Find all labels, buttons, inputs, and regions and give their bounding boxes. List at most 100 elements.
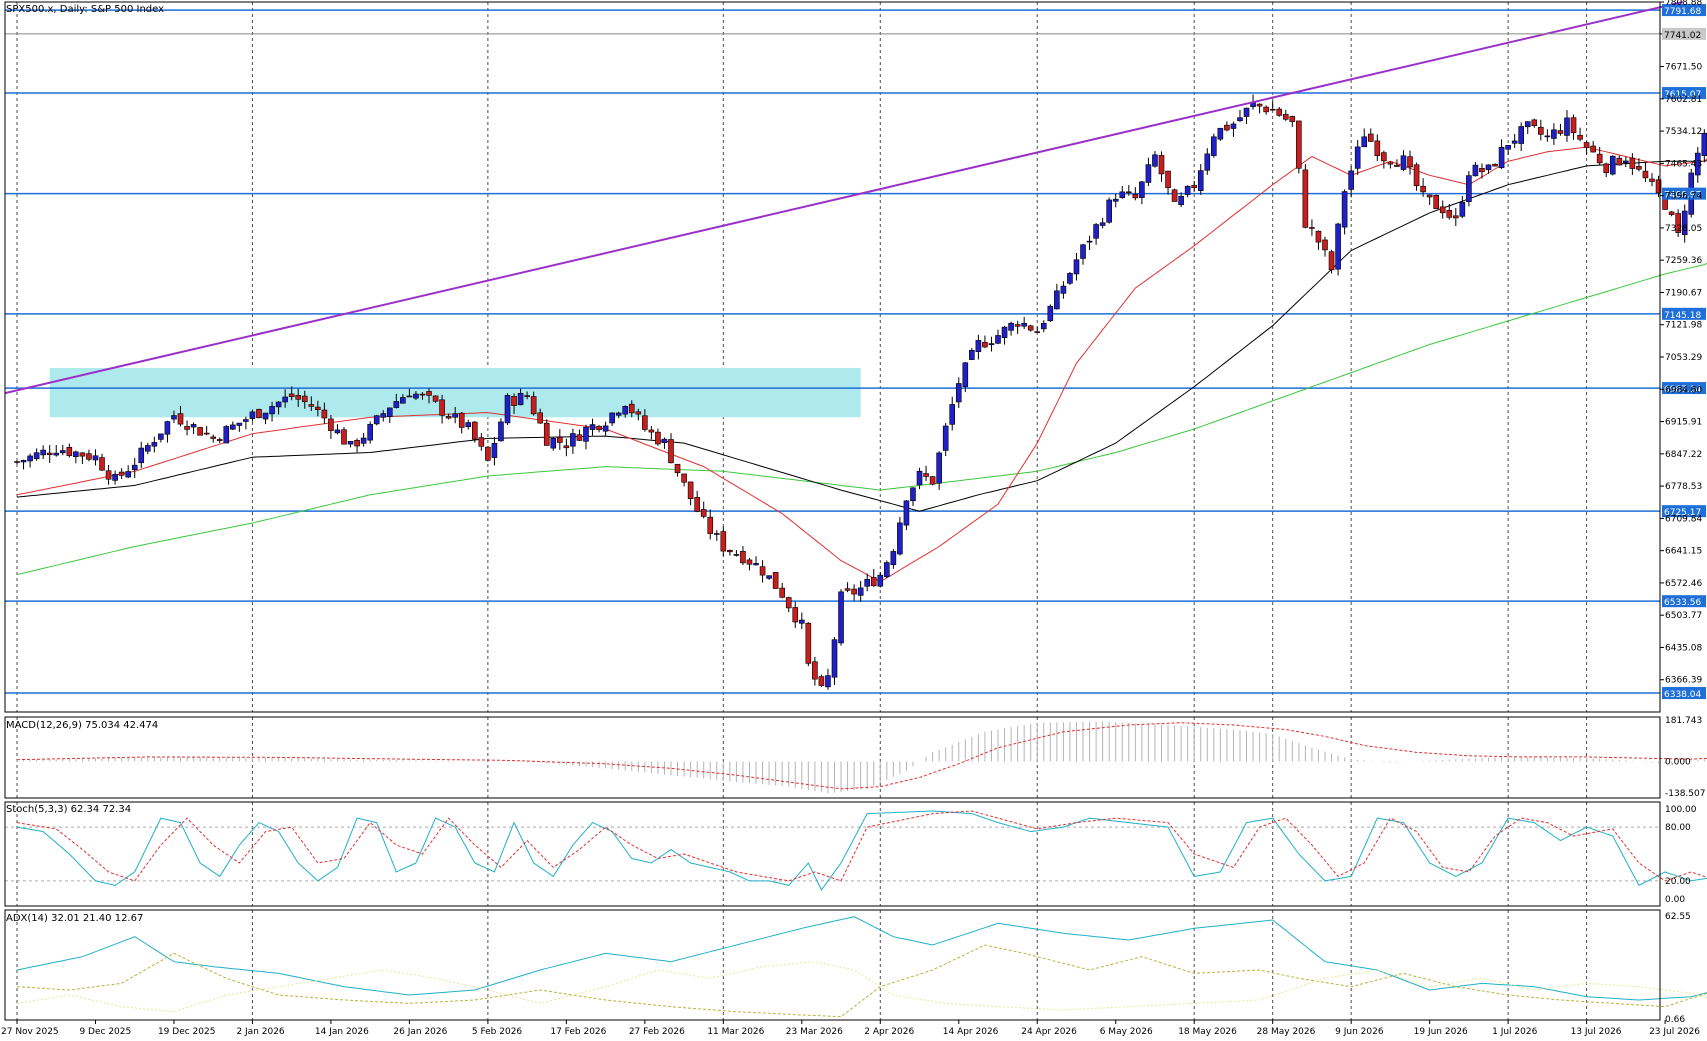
candle-body: [1021, 323, 1027, 327]
date-label: 9 Jun 2026: [1335, 1027, 1384, 1037]
level-price-tag: [1662, 187, 1706, 200]
candle-body: [308, 404, 315, 407]
adx-minus-di-line: [16, 961, 1707, 1013]
candle-body: [1616, 157, 1623, 166]
candle-body: [426, 391, 432, 396]
candle-body: [1067, 273, 1073, 284]
candle-body: [1511, 140, 1518, 144]
candle-body: [334, 429, 341, 434]
candle-body: [635, 411, 642, 415]
date-label: 26 Jan 2026: [393, 1027, 447, 1037]
ma-green-line: [16, 262, 1707, 576]
candle-body: [301, 395, 308, 403]
candle-body: [328, 418, 334, 431]
candle-body: [504, 395, 511, 424]
candle-body: [537, 412, 544, 424]
candle-body: [145, 445, 151, 452]
level-price-tag: [1662, 687, 1706, 700]
candle-body: [190, 424, 197, 428]
candle-body: [1230, 123, 1237, 129]
candle-body: [831, 639, 838, 678]
candle-body: [1178, 195, 1184, 205]
candle-body: [1681, 210, 1688, 236]
candle-body: [33, 452, 40, 460]
date-label: 17 Feb 2026: [550, 1027, 606, 1037]
last-price-tag: [1662, 27, 1706, 40]
candle-body: [792, 607, 799, 623]
price-tick-label: 6915.91: [1665, 418, 1702, 428]
candle-body: [1126, 191, 1132, 194]
candle-body: [825, 675, 831, 688]
candle-body: [223, 426, 230, 444]
price-tick-label: 7602.81: [1665, 95, 1702, 105]
candle-body: [720, 531, 727, 552]
candle-body: [275, 401, 282, 408]
candle-body: [897, 522, 903, 555]
candle-body: [321, 409, 328, 419]
date-label: 1 Jul 2026: [1492, 1027, 1537, 1037]
candle-body: [615, 412, 622, 416]
macd-pane: MACD(12,26,9) 75.034 42.474 181.743 0.000…: [6, 716, 1707, 799]
candle-body: [498, 421, 504, 442]
candle-body: [1361, 136, 1368, 148]
candle-body: [452, 413, 458, 418]
candle-body: [969, 349, 975, 360]
candle-body: [1054, 290, 1060, 310]
candle-body: [1596, 153, 1603, 164]
candle-body: [1080, 244, 1086, 259]
candle-body: [367, 424, 373, 441]
candle-body: [524, 395, 530, 397]
candle-body: [1315, 230, 1322, 243]
stoch-k-line: [16, 810, 1707, 891]
candle-body: [1407, 156, 1413, 168]
candle-body: [478, 437, 485, 447]
candle-body: [1093, 224, 1099, 239]
candle-body: [53, 452, 60, 456]
candle-body: [197, 427, 203, 436]
candle-body: [1119, 191, 1126, 198]
candle-body: [975, 340, 982, 353]
candle-body: [262, 412, 269, 420]
candle-body: [1224, 124, 1230, 131]
candle-body: [1636, 166, 1642, 170]
candle-body: [347, 441, 354, 445]
candle-body: [1296, 120, 1302, 169]
candle-body: [406, 395, 413, 398]
candle-body: [759, 566, 766, 576]
candle-body: [661, 438, 668, 443]
candle-body: [982, 342, 988, 348]
date-label: 18 May 2026: [1178, 1027, 1237, 1037]
candle-body: [1538, 126, 1544, 135]
ma-black-line: [16, 160, 1707, 512]
candle-body: [596, 425, 602, 430]
price-tick-label: 7053.29: [1665, 353, 1702, 363]
candle-body: [668, 439, 674, 464]
candle-body: [655, 431, 661, 445]
macd-frame: [4, 716, 1661, 799]
candle-body: [216, 439, 223, 441]
price-tick-label: 6709.84: [1665, 514, 1702, 524]
candle-body: [1112, 198, 1119, 202]
candle-body: [236, 422, 243, 426]
date-label: 24 Apr 2026: [1021, 1027, 1077, 1037]
date-label: 27 Feb 2026: [629, 1027, 685, 1037]
candle-body: [158, 433, 164, 440]
candle-body: [20, 460, 27, 463]
candle-body: [1014, 324, 1021, 327]
candle-body: [694, 497, 700, 512]
candle-body: [589, 424, 596, 430]
candle-body: [1655, 179, 1662, 194]
candle-body: [1276, 108, 1283, 116]
candle-body: [1400, 155, 1407, 170]
candle-body: [1197, 170, 1204, 191]
candle-body: [66, 447, 73, 456]
level-price-label: 7615.07: [1664, 90, 1701, 100]
candle-body: [1099, 222, 1106, 226]
candle-body: [916, 470, 923, 486]
price-tick-label: 7259.36: [1665, 256, 1702, 266]
candle-body: [1649, 178, 1655, 182]
candle-body: [86, 453, 92, 460]
level-price-tag: [1662, 87, 1706, 100]
candle-body: [413, 393, 419, 399]
